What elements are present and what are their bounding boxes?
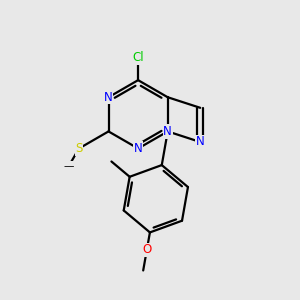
Text: N: N <box>163 125 172 138</box>
Text: N: N <box>196 136 205 148</box>
Text: Cl: Cl <box>132 51 144 64</box>
Text: O: O <box>142 244 152 256</box>
Text: N: N <box>104 91 113 104</box>
Text: S: S <box>75 142 82 155</box>
Text: N: N <box>134 142 142 155</box>
Text: —: — <box>63 161 74 172</box>
